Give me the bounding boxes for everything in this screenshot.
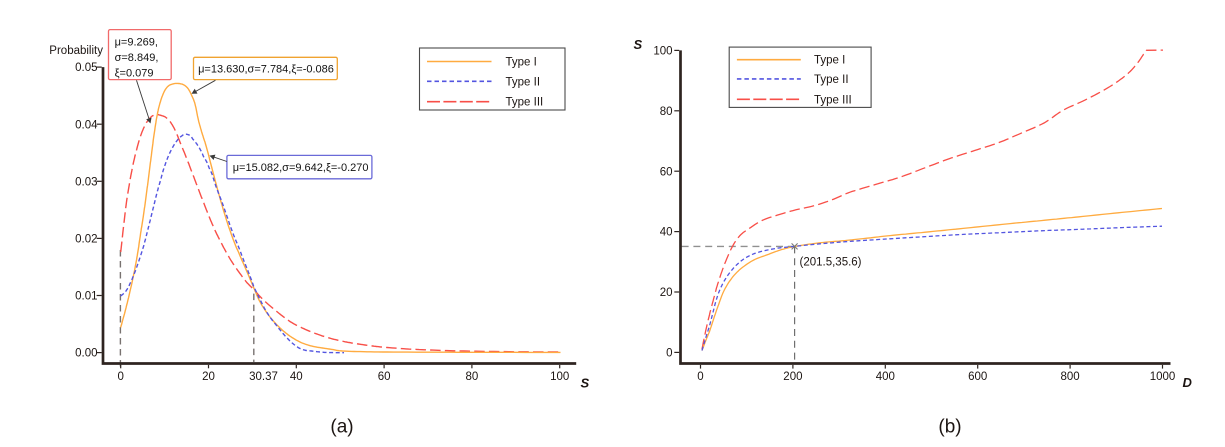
svg-text:0: 0	[117, 371, 123, 383]
svg-text:S: S	[581, 376, 590, 391]
svg-text:μ=15.082,σ=9.642,ξ=-0.270: μ=15.082,σ=9.642,ξ=-0.270	[233, 162, 369, 174]
svg-text:100: 100	[653, 46, 672, 58]
svg-text:1000: 1000	[1150, 371, 1176, 383]
svg-text:80: 80	[466, 371, 479, 383]
svg-text:Type III: Type III	[814, 94, 852, 106]
svg-text:Type I: Type I	[506, 57, 537, 69]
svg-text:0.03: 0.03	[75, 176, 97, 188]
svg-text:Type III: Type III	[506, 97, 544, 109]
svg-text:(b): (b)	[938, 417, 961, 438]
svg-text:0: 0	[666, 348, 672, 360]
svg-text:ξ=0.079: ξ=0.079	[115, 67, 154, 79]
svg-text:600: 600	[968, 371, 987, 383]
svg-text:μ=13.630,σ=7.784,ξ=-0.086: μ=13.630,σ=7.784,ξ=-0.086	[198, 63, 334, 75]
svg-text:30.37: 30.37	[249, 371, 278, 383]
svg-text:μ=9.269,: μ=9.269,	[115, 37, 158, 49]
svg-text:200: 200	[783, 371, 802, 383]
svg-text:40: 40	[660, 227, 673, 239]
svg-text:400: 400	[876, 371, 895, 383]
svg-text:60: 60	[378, 371, 391, 383]
svg-text:800: 800	[1061, 371, 1080, 383]
svg-text:0: 0	[697, 371, 703, 383]
svg-text:0.04: 0.04	[75, 119, 98, 131]
svg-text:Type II: Type II	[814, 74, 849, 86]
svg-text:20: 20	[202, 371, 215, 383]
svg-text:0.02: 0.02	[75, 234, 97, 246]
svg-text:(201.5,35.6): (201.5,35.6)	[800, 257, 862, 269]
svg-text:0.05: 0.05	[75, 62, 97, 74]
svg-text:100: 100	[550, 371, 569, 383]
svg-text:Type II: Type II	[506, 76, 541, 88]
svg-text:σ=8.849,: σ=8.849,	[115, 52, 159, 64]
svg-text:20: 20	[660, 287, 673, 299]
svg-text:80: 80	[660, 106, 673, 118]
svg-text:D: D	[1183, 375, 1193, 390]
svg-text:0.00: 0.00	[75, 348, 97, 360]
svg-text:(a): (a)	[330, 417, 353, 438]
svg-text:60: 60	[660, 166, 673, 178]
svg-text:0.01: 0.01	[75, 291, 97, 303]
svg-text:Type I: Type I	[814, 55, 845, 67]
svg-text:S: S	[634, 37, 643, 52]
svg-text:40: 40	[290, 371, 303, 383]
svg-text:Probability: Probability	[49, 45, 103, 57]
